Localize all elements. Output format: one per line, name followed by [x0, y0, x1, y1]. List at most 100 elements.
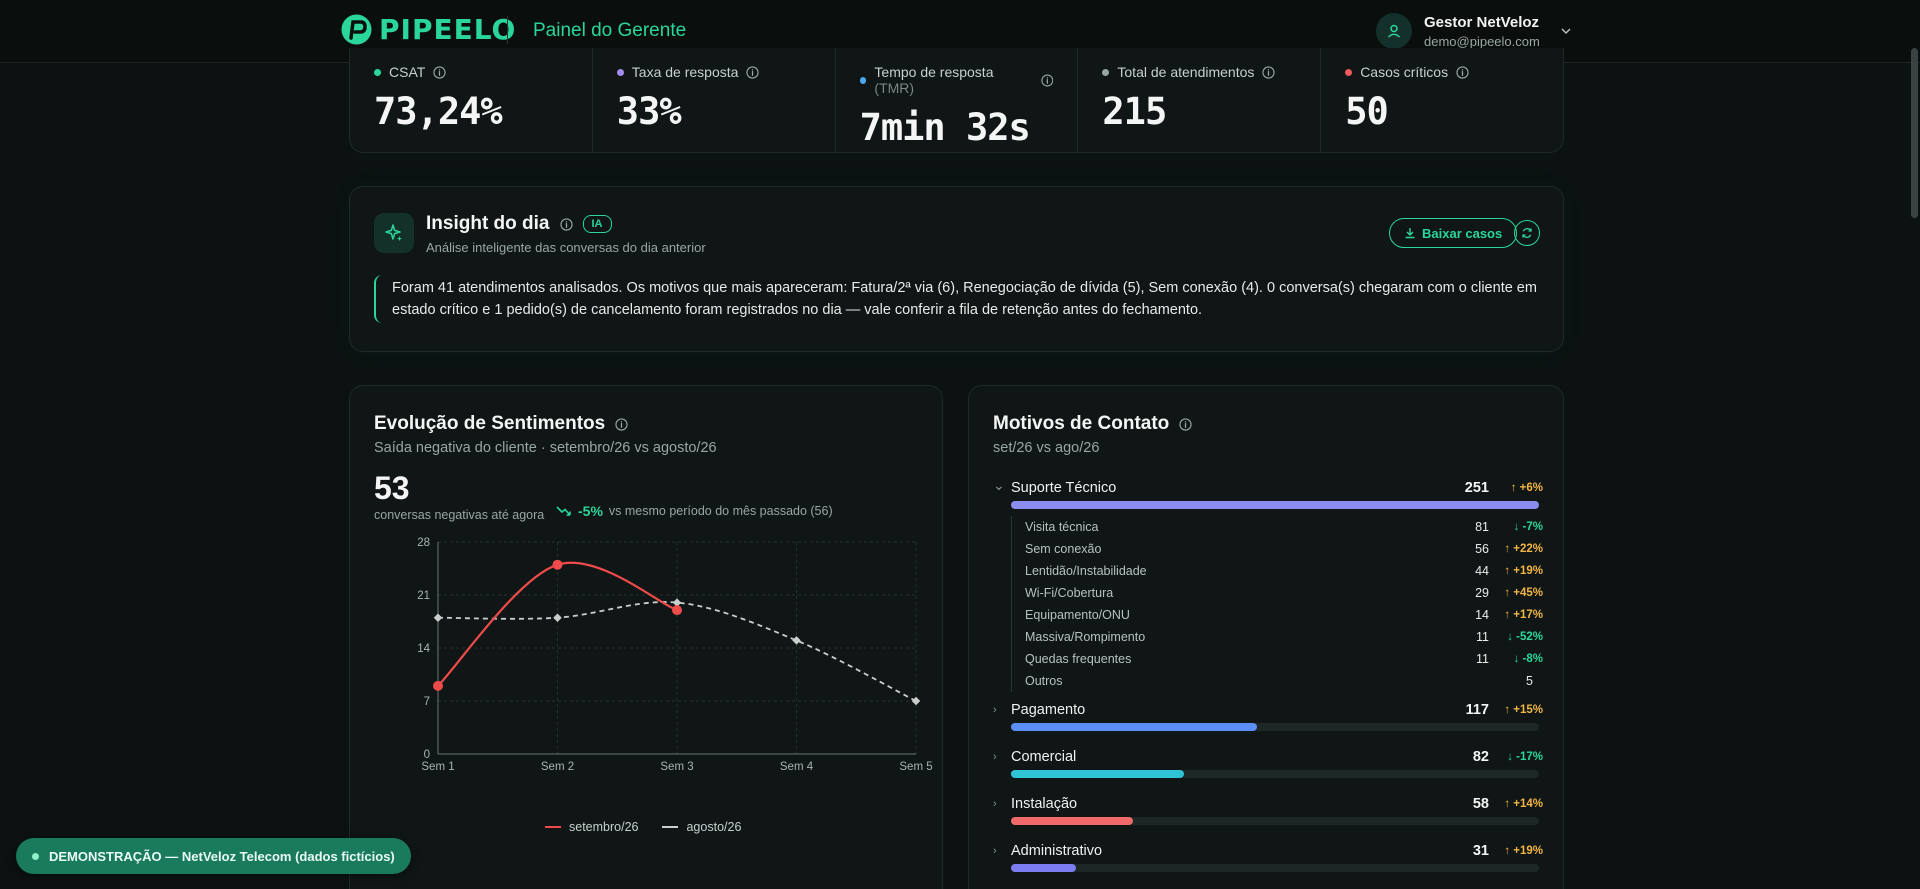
chart-legend: setembro/26 agosto/26 [545, 820, 741, 834]
status-dot [32, 852, 39, 860]
category-header[interactable]: › Instalação 58 ↑ +14% [993, 794, 1543, 814]
data-point [552, 559, 563, 570]
category-count: 31 [1472, 843, 1489, 859]
reason-category[interactable]: ⌄ Suporte Técnico 251 ↑ +6% Visita técnica 81… [993, 476, 1543, 692]
demo-banner[interactable]: DEMONSTRAÇÃO — NetVeloz Telecom (dados f… [16, 838, 411, 874]
insight-title: Insight do dia [426, 213, 550, 234]
reason-category[interactable]: › Instalação 58 ↑ +14% [993, 794, 1543, 841]
sentiment-card: Evolução de Sentimentos Saída negativa d… [349, 385, 943, 889]
avatar [1376, 13, 1412, 49]
subcategory-row[interactable]: Lentidão/Instabilidade 44 ↑ +19% [1025, 560, 1543, 582]
category-header[interactable]: › Comercial 82 ↓ -17% [993, 747, 1543, 767]
category-row[interactable]: › Comercial 82 ↓ -17% [993, 747, 1543, 794]
subcategory-row[interactable]: Sem conexão 56 ↑ +22% [1025, 538, 1543, 560]
info-icon[interactable] [615, 417, 628, 431]
subcategory-row[interactable]: Wi-Fi/Cobertura 29 ↑ +45% [1025, 582, 1543, 604]
chevron-right-icon[interactable]: › [993, 704, 997, 716]
subcategory-row[interactable]: Equipamento/ONU 14 ↑ +17% [1025, 604, 1543, 626]
subcategory-row[interactable]: Quedas frequentes 11 ↓ -8% [1025, 648, 1543, 670]
subcategory-count: 81 [1475, 520, 1489, 534]
data-point [433, 613, 443, 622]
category-row[interactable]: › Pagamento 117 ↑ +15% [993, 700, 1543, 747]
download-cases-button[interactable]: Baixar casos [1389, 218, 1518, 248]
kpi-label: Tempo de resposta [874, 64, 994, 80]
kpi-label: CSAT [389, 64, 426, 80]
kpi-critical: Casos críticos 50 [1321, 48, 1563, 152]
category-delta: ↑ +15% [1504, 704, 1543, 716]
category-name: Pagamento [1011, 702, 1086, 718]
subcategory-name: Sem conexão [1025, 542, 1102, 556]
category-row[interactable]: › Instalação 58 ↑ +14% [993, 794, 1543, 841]
subcategory-delta: ↑ +45% [1504, 587, 1543, 599]
category-bar-fill [1011, 770, 1184, 778]
y-tick-label: 0 [424, 749, 430, 761]
info-icon[interactable] [1262, 65, 1276, 79]
legend-item[interactable]: setembro/26 [545, 820, 638, 834]
refresh-button[interactable] [1514, 220, 1540, 246]
chevron-down-icon[interactable] [1560, 25, 1572, 37]
category-header[interactable]: ⌄ Suporte Técnico 251 ↑ +6% [993, 476, 1543, 498]
reason-category[interactable]: › Administrativo 31 ↑ +19% [993, 841, 1543, 888]
subcategory-row[interactable]: Massiva/Rompimento 11 ↓ -52% [1025, 626, 1543, 648]
user-email: demo@pipeelo.com [1424, 33, 1540, 49]
page-title: Painel do Gerente [533, 20, 687, 41]
trend-down-icon [556, 506, 571, 516]
category-name: Instalação [1011, 796, 1078, 812]
data-point [792, 636, 801, 645]
user-icon [1387, 24, 1401, 38]
kpi-value: 73,24% [374, 90, 503, 133]
negative-count: 53 [374, 470, 410, 506]
status-dot [1345, 68, 1353, 76]
chevron-right-icon[interactable]: › [993, 798, 997, 810]
reason-category[interactable]: › Comercial 82 ↓ -17% [993, 747, 1543, 794]
subcategory-name: Massiva/Rompimento [1025, 630, 1146, 644]
info-icon[interactable] [433, 65, 446, 79]
subcategory-row[interactable]: Visita técnica 81 ↓ -7% [1025, 516, 1543, 538]
legend-item[interactable]: agosto/26 [662, 820, 741, 834]
info-icon[interactable] [1041, 74, 1054, 87]
ai-badge: IA [582, 215, 612, 233]
category-row[interactable]: ⌄ Suporte Técnico 251 ↑ +6% [993, 476, 1543, 516]
chevron-right-icon[interactable]: › [993, 751, 997, 763]
scrollbar-thumb[interactable] [1911, 48, 1918, 218]
negative-delta: -5% vs mesmo período do mês passado (56) [556, 503, 833, 519]
user-name: Gestor NetVeloz [1424, 13, 1540, 31]
info-icon[interactable] [746, 65, 760, 79]
contact-reasons-card: Motivos de Contato set/26 vs ago/26 ⌄ Sup… [968, 385, 1564, 889]
chevron-down-icon[interactable]: ⌄ [993, 476, 1005, 493]
series-line [437, 561, 678, 687]
info-icon[interactable] [559, 217, 573, 231]
subcategory-row[interactable]: Outros 5 [1025, 670, 1543, 692]
subcategory-delta: ↓ -8% [1513, 653, 1543, 665]
category-bar-fill [1011, 723, 1258, 731]
subcategory-name: Wi-Fi/Cobertura [1025, 586, 1114, 600]
subcategory-delta: ↑ +19% [1504, 565, 1543, 577]
chevron-right-icon[interactable]: › [993, 845, 997, 857]
data-point [433, 680, 443, 691]
user-menu[interactable]: Gestor NetVeloz demo@pipeelo.com [1376, 13, 1572, 49]
data-point [553, 613, 562, 622]
reason-category[interactable]: › Pagamento 117 ↑ +15% [993, 700, 1543, 747]
category-bar-track [1011, 864, 1539, 872]
info-icon[interactable] [1179, 417, 1192, 431]
sentiment-chart: 0 7 14 21 28 Sem 1 Sem 2 Sem 3 Sem 4 Sem 5 [417, 537, 932, 773]
category-row[interactable]: › Administrativo 31 ↑ +19% [993, 841, 1543, 888]
refresh-icon [1522, 228, 1532, 238]
category-delta: ↑ +6% [1510, 482, 1543, 494]
category-header[interactable]: › Pagamento 117 ↑ +15% [993, 700, 1543, 720]
info-icon[interactable] [1456, 65, 1469, 79]
demo-banner-text: DEMONSTRAÇÃO — NetVeloz Telecom (dados f… [49, 848, 395, 864]
card-title: Evolução de Sentimentos [374, 413, 606, 434]
logo-text: PIPEELO [379, 13, 517, 46]
kpi-label: Taxa de resposta [631, 64, 739, 80]
logo[interactable]: PIPEELO [340, 13, 516, 46]
y-tick-label: 21 [417, 590, 430, 602]
subcategory-count: 11 [1476, 652, 1489, 666]
x-tick-label: Sem 2 [541, 761, 574, 773]
category-delta: ↑ +14% [1504, 798, 1543, 810]
data-point [672, 605, 682, 616]
x-tick-label: Sem 4 [780, 761, 814, 773]
negative-caption: conversas negativas até agora [374, 508, 545, 522]
category-delta: ↑ +19% [1504, 845, 1543, 857]
category-header[interactable]: › Administrativo 31 ↑ +19% [993, 841, 1543, 861]
